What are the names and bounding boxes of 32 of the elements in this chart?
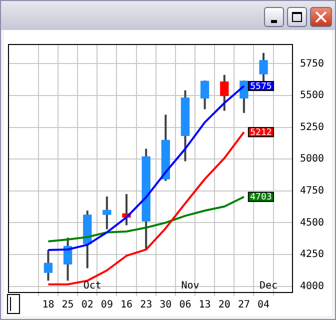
x-tick-label: 16 — [120, 300, 133, 311]
candlestick — [200, 80, 210, 110]
annotation: Oct — [83, 280, 102, 292]
x-tick-label: 30 — [160, 300, 172, 311]
data-label: 5575 — [250, 82, 272, 92]
x-tick-label: 20 — [218, 300, 230, 311]
annotation: Dec — [260, 280, 278, 292]
x-tick-label: 04 — [258, 300, 270, 311]
x-tick-label: 25 — [62, 300, 74, 311]
y-tick-label: 5500 — [300, 90, 324, 102]
x-tick-label: 27 — [238, 300, 250, 311]
y-tick-label: 5250 — [300, 122, 324, 133]
x-tick-label: 18 — [42, 300, 54, 311]
y-tick-label: 4500 — [300, 217, 324, 228]
data-label: 4703 — [250, 192, 272, 203]
x-tick-label: 06 — [179, 300, 192, 311]
x-tick-label: 13 — [198, 300, 211, 311]
x-tick-label: 02 — [81, 300, 94, 311]
candlestick — [44, 249, 53, 282]
y-tick-label: 5000 — [300, 154, 324, 165]
candlestick — [220, 74, 229, 112]
data-label: 5212 — [250, 128, 272, 138]
annotation: Nov — [181, 280, 200, 292]
candlestick — [259, 52, 268, 82]
y-tick-label: 4000 — [300, 280, 324, 292]
x-tick-label: 23 — [140, 300, 152, 311]
candlestick — [102, 195, 112, 230]
candlestick — [240, 80, 248, 114]
y-tick-label: 4250 — [300, 249, 324, 260]
y-tick-label: 4750 — [300, 185, 324, 196]
x-tick-label: 09 — [100, 300, 113, 311]
y-tick-label: 5750 — [300, 58, 324, 70]
